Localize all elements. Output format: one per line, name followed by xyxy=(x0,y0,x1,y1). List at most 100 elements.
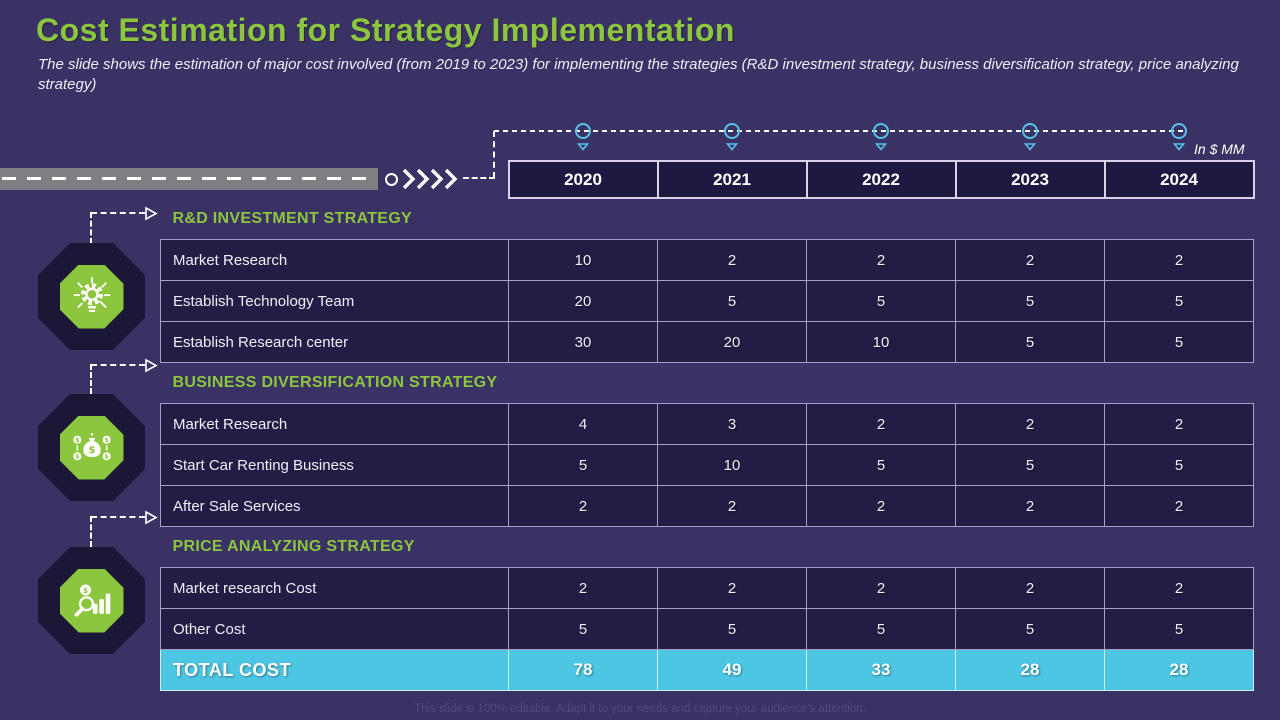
value-cell: 4 xyxy=(508,403,658,445)
year-header-cell: 2024 xyxy=(1103,160,1255,199)
year-header-cell: 2021 xyxy=(656,160,808,199)
svg-text:$: $ xyxy=(83,585,88,594)
road-end-circle-icon xyxy=(385,173,398,186)
idea-gear-icon xyxy=(59,264,124,329)
arrowhead-icon xyxy=(145,510,158,525)
svg-text:$: $ xyxy=(104,436,108,443)
icon-connector-horizontal xyxy=(91,516,145,518)
total-value-cell: 33 xyxy=(806,649,956,691)
price-analysis-icon: $ xyxy=(59,568,124,633)
row-label-cell: Market research Cost xyxy=(160,567,509,609)
value-cell: 5 xyxy=(955,280,1105,322)
timeline-markers xyxy=(508,122,1253,154)
value-cell: 2 xyxy=(508,567,658,609)
timeline-marker-icon xyxy=(657,122,806,154)
value-cell: 5 xyxy=(806,280,956,322)
timeline-dashed-line xyxy=(494,130,1186,132)
total-value-cell: 78 xyxy=(508,649,658,691)
value-cell: 30 xyxy=(508,321,658,363)
road-bar xyxy=(0,168,378,190)
value-cell: 5 xyxy=(1104,321,1254,363)
price-strategy-icon-badge: $ xyxy=(38,547,145,654)
row-label-cell: Start Car Renting Business xyxy=(160,444,509,486)
value-cell: 20 xyxy=(508,280,658,322)
connector-dash-vertical xyxy=(493,131,495,178)
table-row: Establish Technology Team 20 5 5 5 5 xyxy=(160,280,1254,322)
icon-connector-horizontal xyxy=(91,364,145,366)
slide-subtitle: The slide shows the estimation of major … xyxy=(38,56,1239,93)
icon-connector-vertical xyxy=(90,364,92,394)
value-cell: 5 xyxy=(955,608,1105,650)
svg-text:$: $ xyxy=(88,445,95,456)
value-cell: 2 xyxy=(806,403,956,445)
arrowhead-icon xyxy=(145,206,158,221)
value-cell: 2 xyxy=(955,567,1105,609)
value-cell: 5 xyxy=(657,608,807,650)
value-cell: 10 xyxy=(508,239,658,281)
value-cell: 2 xyxy=(657,567,807,609)
timeline-marker-icon xyxy=(955,122,1104,154)
value-cell: 2 xyxy=(806,567,956,609)
timeline-marker-icon xyxy=(508,122,657,154)
icon-connector-horizontal xyxy=(91,212,145,214)
section-header-cell: R&D INVESTMENT STRATEGY xyxy=(172,210,413,227)
table-corner-blank xyxy=(161,161,509,198)
value-cell: 5 xyxy=(508,444,658,486)
row-label-cell: Market Research xyxy=(160,239,509,281)
value-cell: 5 xyxy=(955,444,1105,486)
timeline-marker-icon xyxy=(806,122,955,154)
value-cell: 5 xyxy=(1104,444,1254,486)
total-row: TOTAL COST 78 49 33 28 28 xyxy=(160,649,1254,691)
value-cell: 2 xyxy=(1104,485,1254,527)
footer-note: This slide is 100% editable. Adapt it to… xyxy=(414,703,866,715)
total-label-cell: TOTAL COST xyxy=(160,649,509,691)
section-header-cell: PRICE ANALYZING STRATEGY xyxy=(172,538,415,555)
rd-strategy-icon-badge xyxy=(38,243,145,350)
value-cell: 2 xyxy=(657,485,807,527)
table-row: After Sale Services 2 2 2 2 2 xyxy=(160,485,1254,527)
value-cell: 5 xyxy=(955,321,1105,363)
section-header-cell: BUSINESS DIVERSIFICATION STRATEGY xyxy=(172,374,498,391)
cost-table: 2020 2021 2022 2023 2024 R&D INVESTMENT STRAT… xyxy=(160,160,1255,691)
page-title: Cost Estimation for Strategy Implementat… xyxy=(36,12,735,48)
row-label-cell: Market Research xyxy=(160,403,509,445)
value-cell: 5 xyxy=(806,444,956,486)
value-cell: 3 xyxy=(657,403,807,445)
svg-text:$: $ xyxy=(104,453,108,460)
row-label-cell: Establish Technology Team xyxy=(160,280,509,322)
value-cell: 2 xyxy=(806,239,956,281)
row-label-cell: Establish Research center xyxy=(160,321,509,363)
total-value-cell: 28 xyxy=(1104,649,1254,691)
table-row: Market Research 4 3 2 2 2 xyxy=(160,403,1254,445)
icon-connector-vertical xyxy=(90,516,92,547)
value-cell: 2 xyxy=(955,485,1105,527)
money-bag-icon: $ $ $ $ $ xyxy=(59,415,124,480)
value-cell: 2 xyxy=(508,485,658,527)
table-row: Other Cost 5 5 5 5 5 xyxy=(160,608,1254,650)
arrowhead-icon xyxy=(145,358,158,373)
unit-label: In $ MM xyxy=(1194,141,1245,157)
value-cell: 5 xyxy=(508,608,658,650)
total-value-cell: 49 xyxy=(657,649,807,691)
diversification-icon-badge: $ $ $ $ $ xyxy=(38,394,145,501)
value-cell: 2 xyxy=(657,239,807,281)
value-cell: 2 xyxy=(955,403,1105,445)
svg-text:$: $ xyxy=(75,436,79,443)
value-cell: 2 xyxy=(1104,403,1254,445)
value-cell: 5 xyxy=(1104,608,1254,650)
value-cell: 20 xyxy=(657,321,807,363)
table-row: Market Research 10 2 2 2 2 xyxy=(160,239,1254,281)
value-cell: 5 xyxy=(806,608,956,650)
value-cell: 10 xyxy=(806,321,956,363)
row-label-cell: After Sale Services xyxy=(160,485,509,527)
svg-text:$: $ xyxy=(75,453,79,460)
value-cell: 2 xyxy=(1104,239,1254,281)
value-cell: 5 xyxy=(657,280,807,322)
value-cell: 2 xyxy=(955,239,1105,281)
year-header-cell: 2022 xyxy=(805,160,957,199)
connector-dash-horizontal xyxy=(463,177,495,179)
total-value-cell: 28 xyxy=(955,649,1105,691)
road-center-line xyxy=(2,177,374,180)
value-cell: 2 xyxy=(1104,567,1254,609)
